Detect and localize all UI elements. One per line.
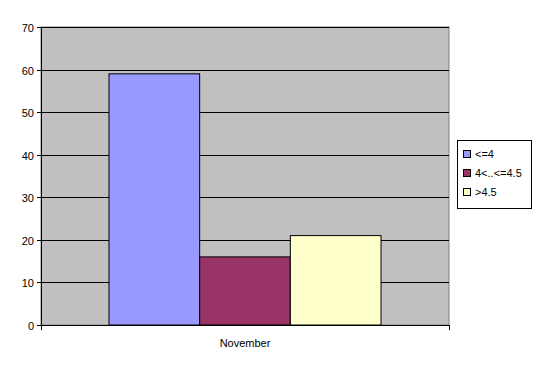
y-tick-label: 70 [22, 22, 34, 34]
x-axis [41, 325, 449, 326]
tick-mark [37, 112, 41, 113]
bars [109, 74, 381, 325]
y-tick-label: 50 [22, 107, 34, 119]
tick-mark [37, 282, 41, 283]
grid-line [41, 155, 449, 156]
bar [290, 236, 381, 325]
bar [109, 74, 200, 325]
tick-mark [37, 240, 41, 241]
legend-box [458, 141, 532, 209]
bar [200, 257, 291, 325]
legend-label: <=4 [475, 148, 494, 160]
grid-line [41, 325, 449, 326]
legend-swatch [464, 189, 471, 196]
tick-mark [37, 155, 41, 156]
grid-line [41, 27, 449, 28]
y-tick-label: 40 [22, 150, 34, 162]
x-tick-mark [449, 325, 450, 330]
grid-line [41, 112, 449, 113]
grid-line [41, 70, 449, 71]
x-tick-label: November [220, 337, 271, 349]
tick-mark [37, 70, 41, 71]
y-tick-label: 0 [28, 320, 34, 332]
legend-swatch [464, 170, 471, 177]
legend-swatch [464, 151, 471, 158]
y-axis [41, 27, 42, 325]
x-tick-mark [41, 325, 42, 330]
chart: 0 10 20 30 40 50 60 70 November <=4 4<..<=4.5 >4.5 [0, 0, 539, 370]
grid-line [41, 197, 449, 198]
legend-label: >4.5 [475, 186, 497, 198]
grid-line [41, 240, 449, 241]
y-tick-label: 20 [22, 235, 34, 247]
y-tick-label: 60 [22, 65, 34, 77]
y-tick-label: 30 [22, 192, 34, 204]
legend-label: 4<..<=4.5 [475, 167, 522, 179]
tick-mark [37, 27, 41, 28]
y-tick-label: 10 [22, 277, 34, 289]
plot-area [41, 27, 449, 325]
tick-mark [37, 197, 41, 198]
tick-mark [37, 325, 41, 326]
